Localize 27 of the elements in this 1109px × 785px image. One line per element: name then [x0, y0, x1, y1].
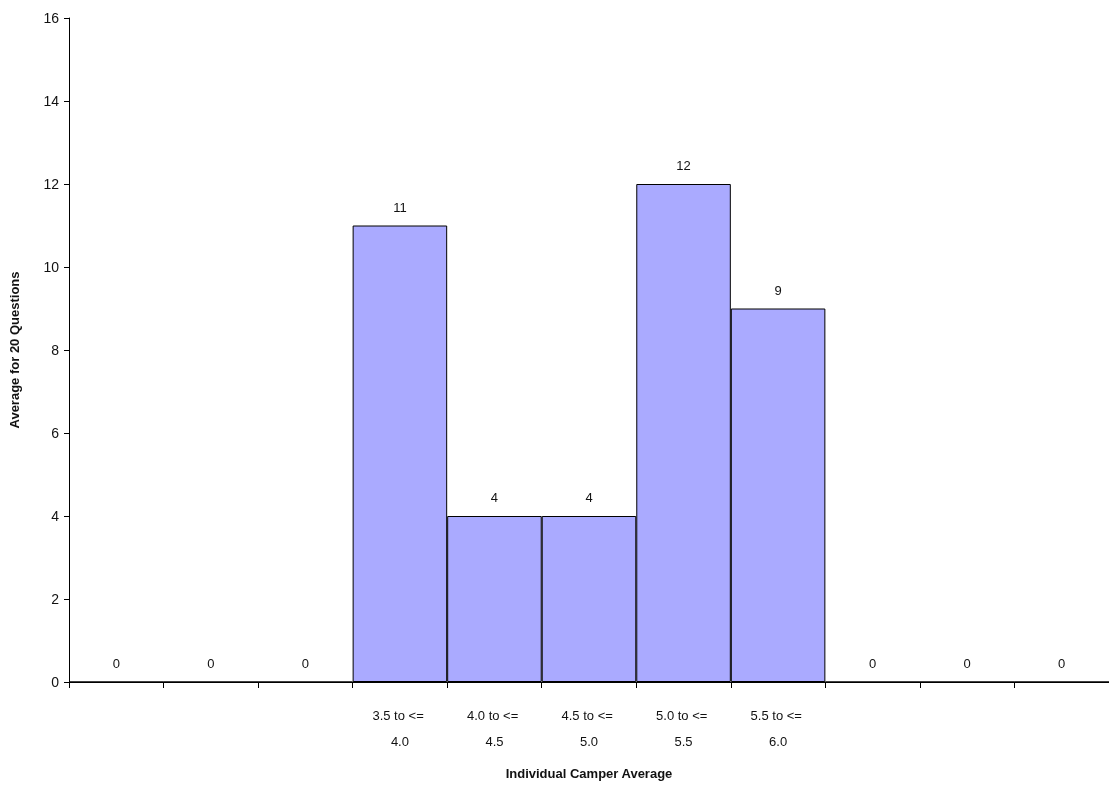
y-tick-label: 4 [51, 508, 60, 524]
data-label: 0 [869, 655, 877, 671]
x-tick-label: 3.5 to <= 4.0 [372, 707, 428, 749]
x-tick-label: 5.5 to <= 6.0 [750, 707, 806, 749]
x-tick-label: 5.0 to <= 5.5 [656, 707, 712, 749]
y-axis-title: Average for 20 Questions [7, 271, 22, 429]
x-tick-label: 4.5 to <= 5.0 [561, 707, 617, 749]
data-label: 4 [490, 490, 499, 505]
data-label: 9 [774, 282, 782, 298]
y-tick-label: 2 [51, 591, 60, 607]
y-tick-label: 16 [43, 10, 60, 26]
y-tick-label: 12 [43, 176, 60, 192]
y-tick-label: 6 [51, 425, 60, 441]
y-tick-label: 14 [43, 93, 60, 109]
data-label: 4 [585, 490, 593, 505]
y-tick-label: 8 [51, 342, 60, 358]
data-label: 0 [963, 655, 971, 671]
y-tick-label: 10 [43, 259, 60, 275]
x-tick-label: 4.0 to <= 4.5 [466, 707, 522, 749]
y-tick-label: 0 [51, 674, 60, 690]
data-label: 0 [1058, 655, 1066, 671]
x-axis-title: Individual Camper Average [505, 766, 673, 781]
data-label: 0 [301, 655, 309, 671]
data-label: 0 [207, 655, 215, 671]
data-label: 12 [676, 158, 691, 173]
data-label: 11 [393, 199, 407, 215]
data-label: 0 [112, 655, 120, 671]
